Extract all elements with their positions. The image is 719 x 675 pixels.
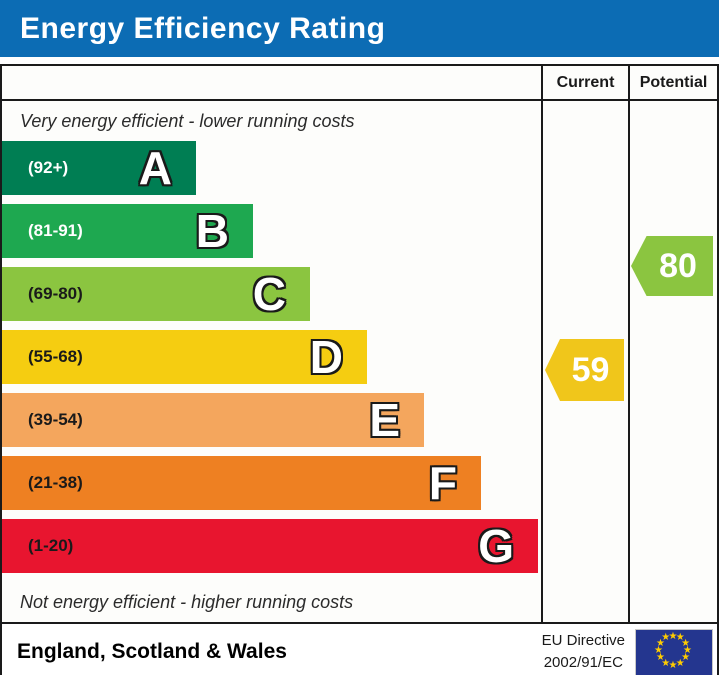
band-range-label: (39-54) [28,410,83,429]
band-bar-d: (55-68) D [2,330,367,384]
eu-flag-star: ★ [655,652,665,664]
eu-directive-line2: 2002/91/EC [543,654,623,671]
band-range-label: (92+) [28,158,69,177]
band-row-b: (81-91) B [2,204,541,267]
bottom-note: Not energy efficient - higher running co… [20,591,354,612]
band-list: (92+) A (81-91) B (69-80) C (55-68) D (39-54) E (2… [2,141,541,582]
band-range-label: (55-68) [28,347,83,366]
band-letter: D [309,331,343,383]
band-row-f: (21-38) F [2,456,541,519]
rating-table: Current Potential Very energy efficient … [0,64,719,675]
potential-rating-arrow: 80 [631,236,713,296]
current-rating-value: 59 [571,350,610,389]
band-range-label: (1-20) [28,536,74,555]
region-label: England, Scotland & Wales [17,640,287,663]
eu-flag-star: ★ [675,657,685,669]
band-row-a: (92+) A [2,141,541,204]
eu-flag-star: ★ [668,659,678,671]
table-header-row: Current Potential [2,66,717,101]
eu-directive-line1: EU Directive [541,632,625,650]
band-row-d: (55-68) D [2,330,541,393]
band-bar-f: (21-38) F [2,456,481,510]
band-range-label: (81-91) [28,221,83,240]
band-row-g: (1-20) G [2,519,541,582]
current-rating-arrow: 59 [545,339,624,401]
band-letter: F [428,457,457,509]
band-bar-e: (39-54) E [2,393,424,447]
band-bar-a: (92+) A [2,141,196,195]
top-note: Very energy efficient - lower running co… [20,110,355,131]
eu-directive-label: EU Directive 2002/91/EC [542,630,625,674]
band-row-c: (69-80) C [2,267,541,330]
potential-column: 80 [630,101,717,622]
band-letter: A [138,142,172,194]
band-bar-g: (1-20) G [2,519,538,573]
header-cell-current: Current [543,66,630,99]
eu-flag-star: ★ [661,632,671,644]
eu-flag-star: ★ [654,645,663,656]
band-letter: B [195,205,229,257]
band-chart-column: Very energy efficient - lower running co… [2,101,543,622]
band-range-label: (21-38) [28,473,83,492]
band-bar-c: (69-80) C [2,267,310,321]
band-letter: E [369,394,400,446]
band-bar-b: (81-91) B [2,204,253,258]
header-cell-potential: Potential [639,73,708,91]
eu-flag-icon: ★ ★ ★ ★ ★ ★ ★ ★ ★ ★ ★ ★ [635,628,713,675]
eu-flag-star: ★ [681,637,691,649]
eu-flag-star: ★ [683,645,692,656]
eu-flag-star: ★ [661,657,671,669]
header-cell-empty [2,66,543,99]
eu-flag-star: ★ [668,630,678,642]
band-row-e: (39-54) E [2,393,541,456]
potential-rating-value: 80 [659,246,697,285]
table-footer: England, Scotland & Wales EU Directive 2… [2,624,717,675]
eu-flag-star: ★ [681,652,691,664]
table-body: Very energy efficient - lower running co… [2,101,717,624]
eu-flag-star: ★ [675,632,685,644]
band-letter: G [478,520,514,572]
page-title: Energy Efficiency Rating [0,0,719,57]
eu-flag-star: ★ [655,637,665,649]
band-letter: C [252,268,286,320]
current-column: 59 [543,101,630,622]
band-range-label: (69-80) [28,284,83,303]
